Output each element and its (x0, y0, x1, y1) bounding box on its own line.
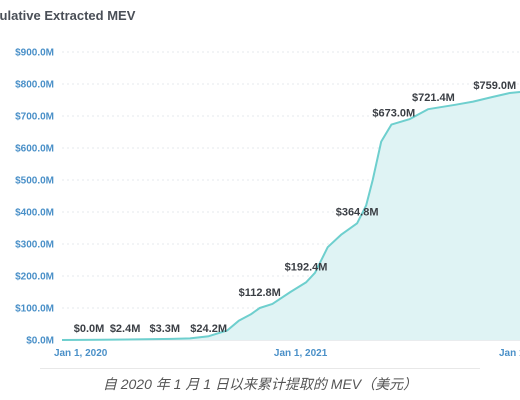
data-label: $3.3M (149, 323, 180, 335)
y-tick-label: $900.0M (15, 48, 54, 59)
chart-title: mulative Extracted MEV (0, 8, 136, 23)
figure-caption: 自 2020 年 1 月 1 日以来累计提取的 MEV（美元） (102, 376, 418, 392)
data-labels: $0.0M $2.4M $3.3M $24.2M $112.8M $192.4M $364.… (74, 80, 516, 335)
series-line (61, 91, 520, 341)
data-label: $112.8M (239, 287, 281, 299)
area-fill (62, 92, 520, 340)
data-label: $24.2M (190, 323, 227, 335)
y-tick-label: $500.0M (15, 176, 54, 187)
data-label: $721.4M (412, 92, 455, 104)
data-label: $364.8M (336, 206, 379, 218)
data-label: $192.4M (285, 261, 328, 273)
y-tick-label: $0.0M (26, 336, 54, 347)
y-tick-label: $700.0M (15, 112, 54, 123)
data-label: $0.0M (74, 323, 105, 335)
data-label: $673.0M (372, 108, 415, 120)
y-tick-label: $100.0M (15, 304, 54, 315)
x-axis-ticks: Jan 1, 2020 Jan 1, 2021 Jan 1 (54, 348, 520, 359)
divider (40, 368, 480, 369)
data-label: $2.4M (110, 323, 141, 335)
x-tick-label: Jan 1, 2020 (54, 348, 108, 359)
x-tick-label: Jan 1 (499, 348, 520, 359)
y-tick-label: $800.0M (15, 80, 54, 91)
y-tick-label: $200.0M (15, 272, 54, 283)
x-tick-label: Jan 1, 2021 (274, 348, 328, 359)
y-tick-label: $300.0M (15, 240, 54, 251)
y-tick-label: $600.0M (15, 144, 54, 155)
y-tick-label: $400.0M (15, 208, 54, 219)
chart-area: $0.0M $100.0M $200.0M $300.0M $400.0M $500.0M… (15, 48, 520, 359)
y-axis-ticks: $0.0M $100.0M $200.0M $300.0M $400.0M $500.0M… (15, 48, 54, 347)
data-label: $759.0M (473, 80, 516, 92)
series-area (61, 91, 520, 341)
